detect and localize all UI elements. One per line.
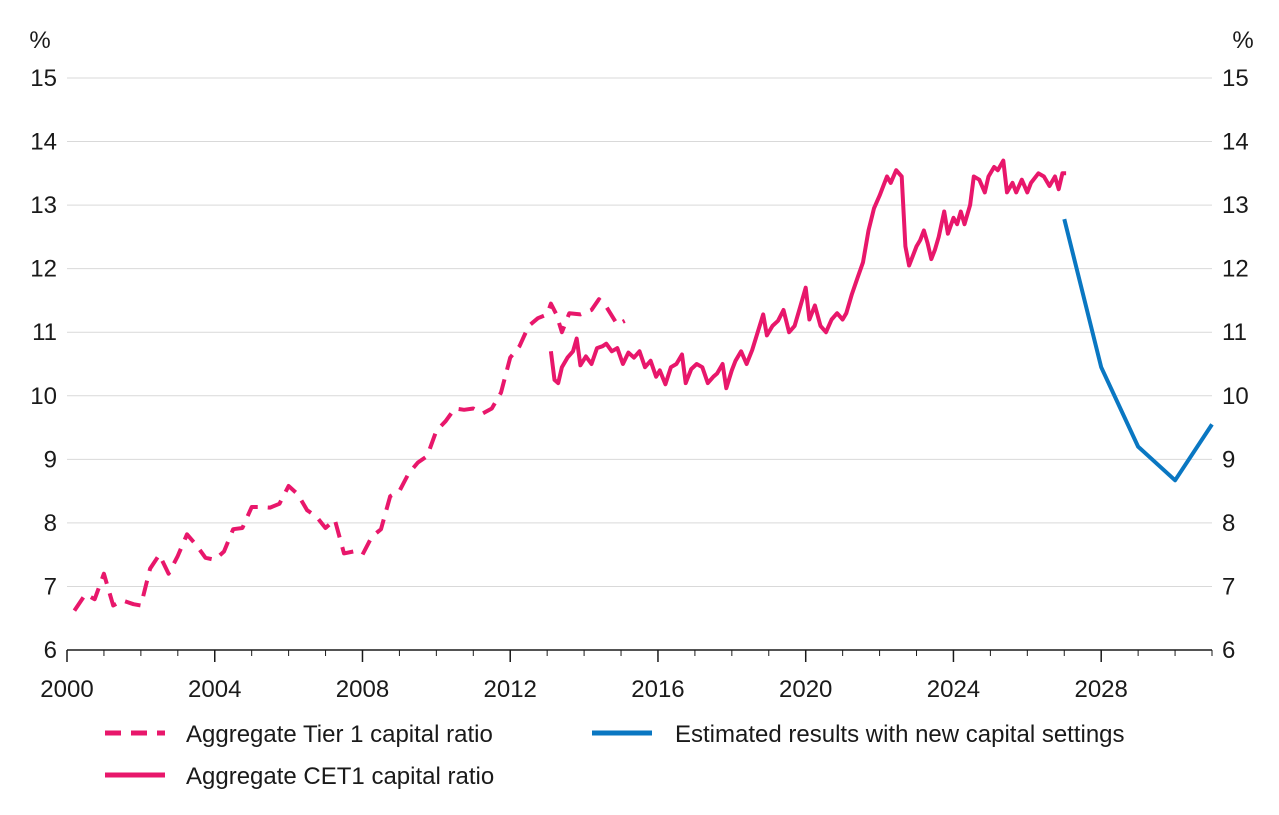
right-unit-label: % (1232, 27, 1253, 54)
y-tick-label-left: 11 (32, 319, 57, 346)
y-tick-label-right: 9 (1222, 446, 1235, 473)
y-tick-label-left: 13 (30, 192, 57, 219)
y-tick-label-left: 12 (30, 256, 57, 283)
y-tick-label-left: 15 (30, 65, 57, 92)
series-line-cet1 (548, 158, 1067, 391)
y-tick-label-right: 11 (1222, 319, 1247, 346)
x-tick-label: 2024 (927, 676, 980, 703)
y-tick-label-right: 10 (1222, 383, 1249, 410)
legend-label-tier1: Aggregate Tier 1 capital ratio (186, 721, 493, 748)
y-tick-label-right: 12 (1222, 256, 1249, 283)
y-tick-label-right: 6 (1222, 637, 1235, 664)
x-tick-label: 2020 (779, 676, 832, 703)
legend-item-tier1: Aggregate Tier 1 capital ratio (105, 721, 493, 748)
y-tick-label-left: 10 (30, 383, 57, 410)
y-tick-label-right: 14 (1222, 129, 1249, 156)
legend-item-estimated: Estimated results with new capital setti… (592, 721, 1125, 748)
x-tick-label: 2004 (188, 676, 241, 703)
y-tick-label-left: 6 (44, 637, 57, 664)
y-tick-label-right: 13 (1222, 192, 1249, 219)
legend-label-estimated: Estimated results with new capital setti… (675, 721, 1125, 748)
y-tick-label-right: 7 (1222, 573, 1235, 600)
series-line-tier1 (72, 297, 626, 612)
series-lines (72, 158, 1214, 612)
x-tick-label: 2012 (484, 676, 537, 703)
y-tick-label-left: 7 (44, 573, 57, 600)
legend-label-cet1: Aggregate CET1 capital ratio (186, 763, 494, 790)
x-tick-label: 2000 (40, 676, 93, 703)
left-unit-label: % (29, 27, 50, 54)
grid-lines (67, 77, 1212, 587)
x-tick-label: 2028 (1074, 676, 1127, 703)
x-tick-label: 2008 (336, 676, 389, 703)
y-tick-label-left: 14 (30, 129, 57, 156)
y-tick-label-left: 8 (44, 510, 57, 537)
y-tick-label-right: 15 (1222, 65, 1249, 92)
legend-item-cet1: Aggregate CET1 capital ratio (105, 763, 494, 790)
y-tick-label-right: 8 (1222, 510, 1235, 537)
legend: Aggregate Tier 1 capital ratio Aggregate… (105, 721, 1125, 790)
y-tick-label-left: 9 (44, 446, 57, 473)
series-line-estimated (1062, 218, 1214, 483)
x-tick-label: 2016 (631, 676, 684, 703)
axes: % % 6 6 7 7 8 8 9 9 10 10 11 11 12 12 13 13 14 14 15 15 2000… (29, 27, 1253, 703)
